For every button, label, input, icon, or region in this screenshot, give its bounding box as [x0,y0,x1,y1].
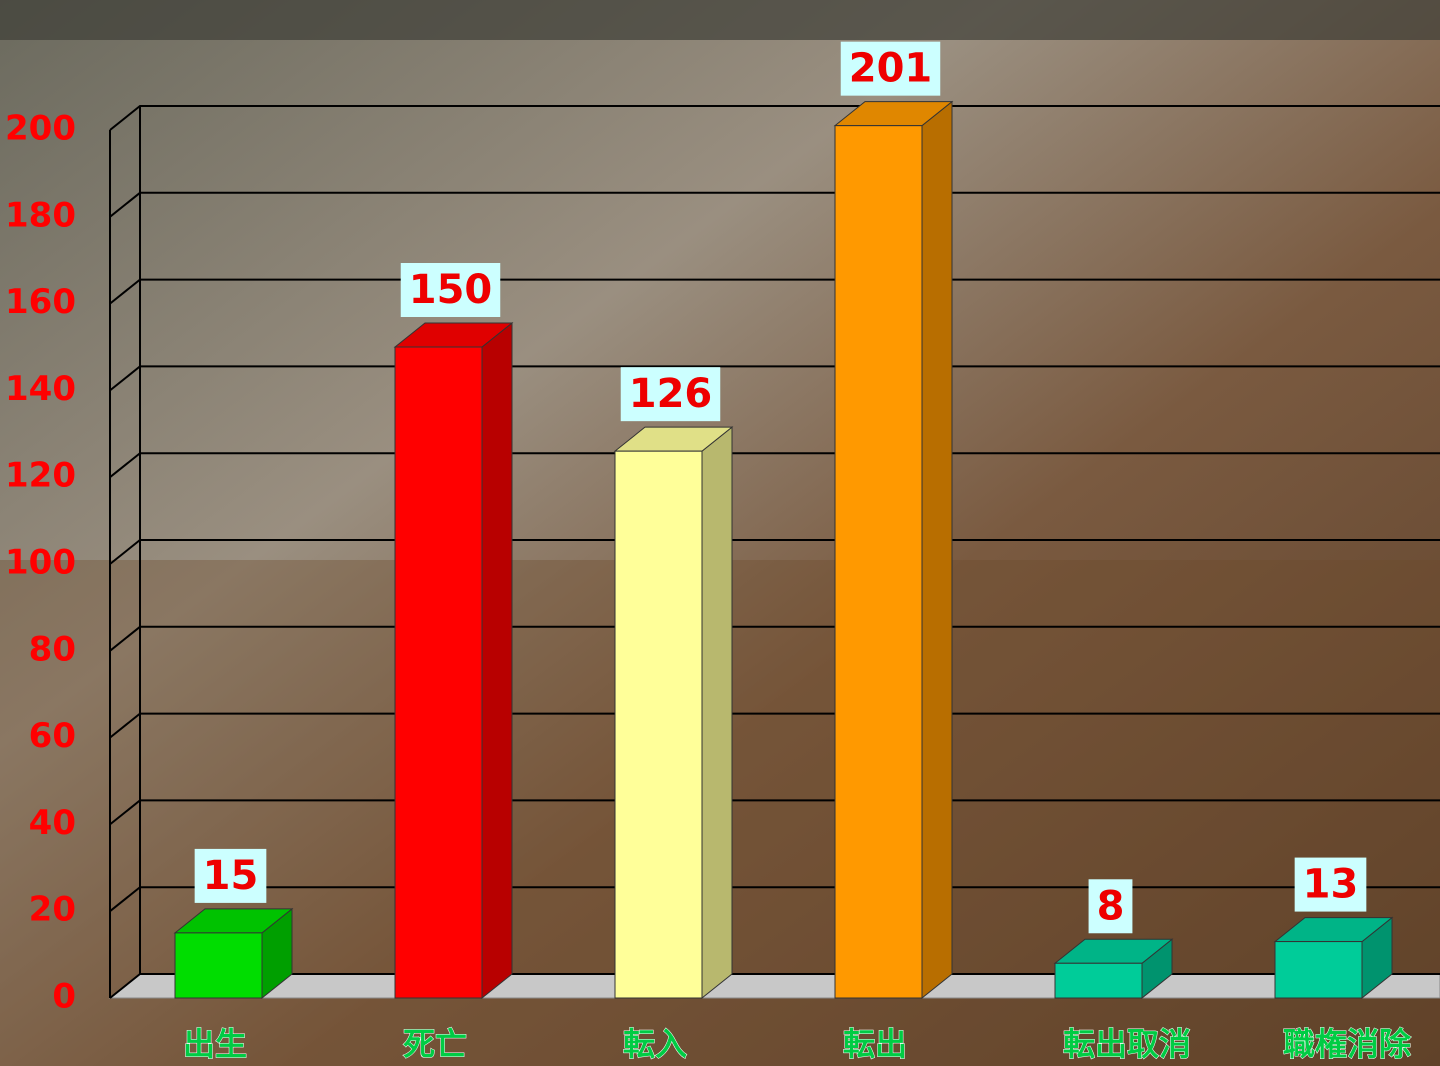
bar [1053,938,1174,1000]
x-tick-label: 死亡 [403,1025,467,1063]
value-label: 8 [1097,883,1125,929]
floor [108,973,1440,999]
x-tick-label: 職権消除 [1283,1025,1412,1063]
value-label-box [840,41,941,96]
bar-front [1274,941,1363,999]
value-label: 126 [629,371,713,417]
grid-line [109,799,1440,826]
x-tick-label: 転出 [843,1025,907,1063]
grid-line [109,973,1440,999]
bar [393,321,514,1000]
y-tick-label: 80 [29,629,76,669]
bar [613,426,734,1000]
y-tick-label: 180 [5,195,76,235]
bar-side [701,426,733,1000]
bar-front [614,450,703,999]
value-label: 15 [203,853,259,899]
x-tick-label: 出生 [183,1025,247,1063]
background-wall [0,0,1440,40]
grid-line [109,105,1440,131]
bar-front [394,346,483,999]
grid-line [109,712,1440,739]
bar-side [481,321,513,1000]
x-tick-label: 転出取消 [1063,1025,1191,1063]
value-label-box [400,263,501,317]
plot: 0 20 40 60 80 100 120 140 160 180 200 15 出生 150 死亡 126 転… [5,41,1440,1064]
y-tick-label: 100 [5,543,76,583]
y-tick-label: 20 [29,890,76,930]
grid-line [109,886,1440,912]
x-tick-label: 転入 [623,1025,687,1063]
value-label-box [1088,879,1133,934]
value-label-box [1294,857,1367,912]
y-tick-label: 0 [52,977,76,1017]
y-tick-label: 200 [5,109,76,149]
grid-line [109,365,1440,392]
value-label-box [194,848,267,903]
bar [173,907,294,1000]
value-label-box [620,367,721,422]
y-tick-label: 60 [29,716,76,756]
grid-line [109,539,1440,565]
value-label: 150 [409,267,493,313]
y-tick-label: 40 [29,803,76,843]
bar [1273,916,1394,1000]
y-tick-label: 140 [5,369,76,409]
grid-line [109,625,1440,652]
grid-line [109,191,1440,218]
bar-front [174,932,263,999]
bar [833,100,954,1000]
bar-side [921,100,953,1000]
grid-line [109,452,1440,478]
bar-front [834,125,923,999]
bar-front [1054,962,1143,999]
value-label: 201 [849,46,933,92]
y-tick-label: 120 [5,456,76,496]
y-tick-label: 160 [5,282,76,322]
value-label: 13 [1303,862,1359,908]
grid-line [109,278,1440,305]
